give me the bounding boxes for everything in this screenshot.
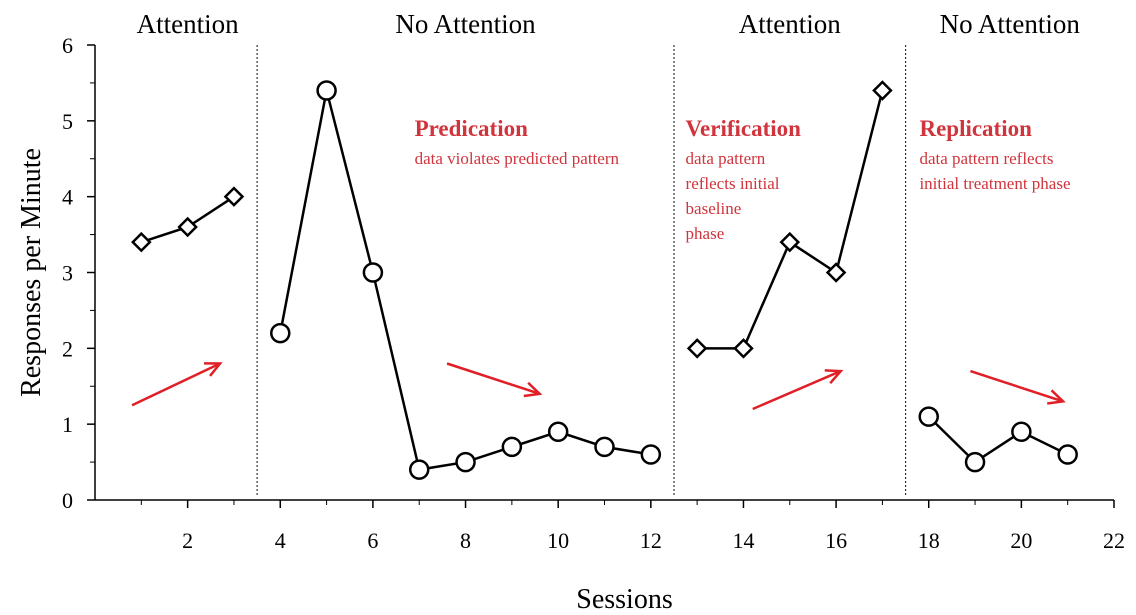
- trend-arrow-head: [824, 369, 844, 384]
- x-tick-label: 20: [1010, 528, 1032, 553]
- data-point-diamond: [177, 216, 198, 238]
- annotation-line: initial treatment phase: [919, 174, 1070, 193]
- annotation-title: Verification: [686, 116, 802, 141]
- data-point-circle: [640, 444, 662, 465]
- x-tick-label: 4: [275, 528, 286, 553]
- data-point-diamond: [223, 186, 245, 207]
- phase-label: No Attention: [940, 9, 1081, 39]
- x-tick-label: 22: [1103, 528, 1125, 553]
- data-point-circle: [1011, 421, 1032, 442]
- y-tick-label: 1: [62, 412, 73, 437]
- data-point-circle: [270, 322, 291, 344]
- annotations: Predication data violates predicted patte…: [415, 116, 1071, 243]
- x-tick-label: 10: [547, 528, 569, 553]
- data-point-diamond: [872, 80, 893, 101]
- y-tick-label: 5: [62, 109, 73, 134]
- x-tick-label: 6: [367, 528, 378, 553]
- annotation-line: data pattern reflects: [919, 149, 1053, 168]
- data-point-circle: [547, 421, 569, 442]
- phase-label: No Attention: [395, 9, 536, 39]
- y-tick-label: 0: [62, 488, 73, 513]
- series: [131, 80, 1078, 480]
- annotation-line: reflects initial: [686, 174, 780, 193]
- annotation-line: baseline: [686, 199, 742, 218]
- y-tick-label: 4: [62, 185, 73, 210]
- data-point-diamond: [825, 262, 847, 283]
- data-point-circle: [362, 262, 384, 283]
- annotation-line: data pattern: [686, 149, 766, 168]
- data-point-circle: [408, 459, 430, 480]
- y-tick-label: 3: [62, 261, 73, 286]
- x-axis-title: Sessions: [576, 584, 672, 615]
- y-tick-label: 2: [62, 336, 73, 361]
- trend-arrows: [131, 362, 1066, 411]
- annotation-line: data violates predicted pattern: [415, 149, 620, 168]
- x-tick-label: 2: [182, 528, 193, 553]
- data-point-circle: [1057, 444, 1078, 465]
- x-tick-label: 18: [918, 528, 940, 553]
- phase-label: Attention: [739, 9, 841, 39]
- phase-labels: Attention No Attention Attention No Attenti…: [137, 9, 1081, 39]
- y-axis-title: Responses per Minute: [16, 148, 47, 397]
- phase-label: Attention: [137, 9, 239, 39]
- data-point-circle: [964, 451, 986, 473]
- trend-arrow-shaft: [131, 362, 221, 407]
- data-point-diamond: [779, 231, 801, 253]
- series-line: [279, 90, 652, 472]
- data-point-circle: [455, 451, 476, 473]
- data-point-circle: [918, 406, 939, 427]
- x-tick-label: 16: [825, 528, 847, 553]
- data-point-circle: [594, 436, 615, 458]
- annotation-title: Predication: [415, 116, 528, 141]
- trend-arrow-head: [204, 362, 223, 377]
- axes: [94, 45, 1114, 501]
- series-line: [927, 415, 1069, 464]
- annotation-title: Replication: [919, 116, 1032, 141]
- x-tick-label: 14: [732, 528, 754, 553]
- data-point-circle: [316, 80, 337, 101]
- x-tick-label: 8: [460, 528, 471, 553]
- trend-arrow-head: [1047, 389, 1066, 405]
- y-tick-label: 6: [62, 33, 73, 58]
- data-point-diamond: [733, 338, 754, 359]
- data-point-circle: [501, 436, 523, 458]
- trend-arrow-shaft: [970, 369, 1064, 403]
- trend-arrow-head: [523, 381, 543, 398]
- trend-arrow-shaft: [446, 362, 541, 396]
- data-point-diamond: [686, 338, 708, 359]
- x-tick-label: 12: [640, 528, 662, 553]
- phase-lines: [256, 45, 907, 495]
- trend-arrow-shaft: [752, 369, 842, 411]
- data-point-diamond: [131, 231, 152, 253]
- annotation-line: phase: [686, 224, 725, 243]
